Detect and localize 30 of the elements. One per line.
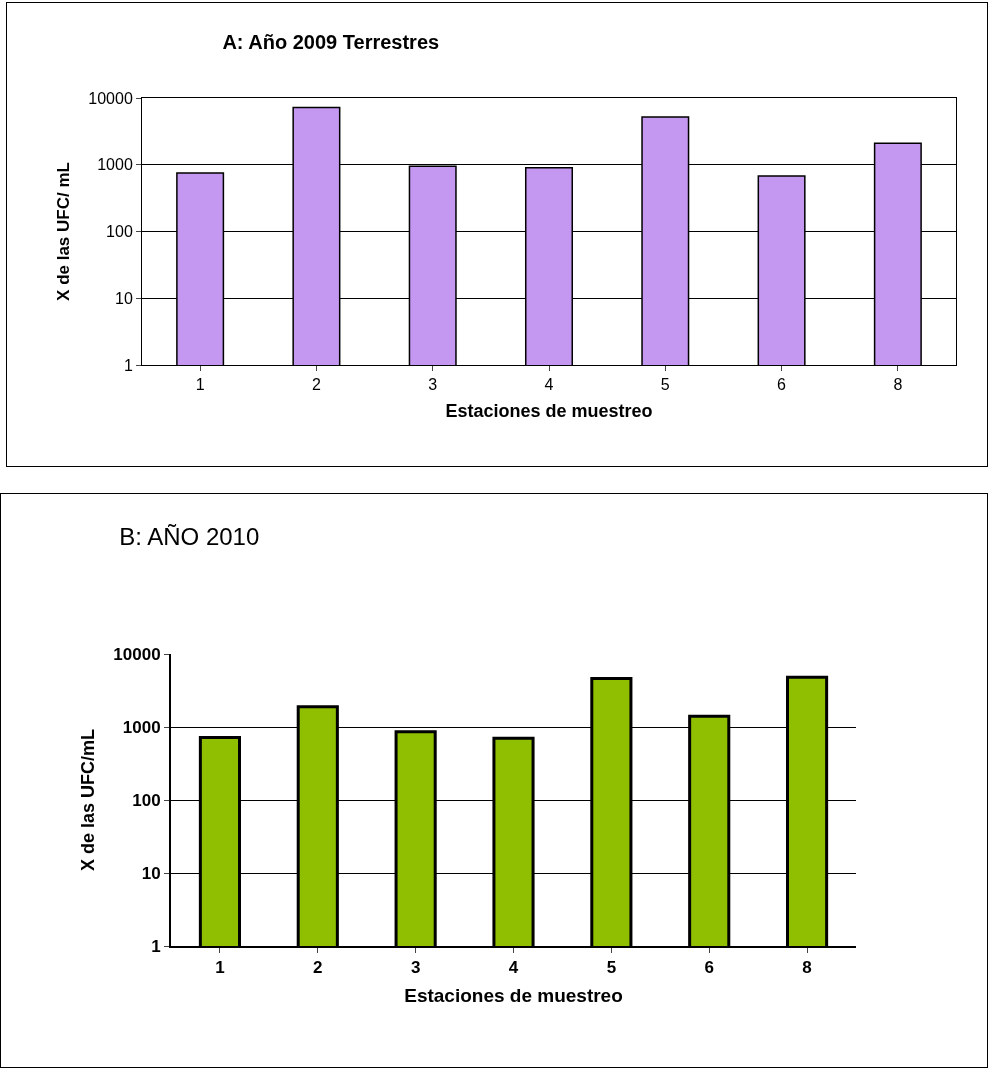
x-axis-title: Estaciones de muestreo — [404, 984, 623, 1006]
chart-title: A: Año 2009 Terrestres — [222, 31, 440, 54]
x-tick-label: 6 — [704, 958, 714, 978]
x-tick-label: 8 — [802, 958, 812, 978]
x-tick-label: 3 — [410, 958, 421, 978]
y-tick-label: 10000 — [113, 644, 161, 664]
x-tick-label: 5 — [606, 958, 617, 978]
x-tick-label: 1 — [195, 376, 205, 394]
y-axis-title: X de las UFC/mL — [78, 728, 99, 872]
x-tick-label: 4 — [508, 958, 519, 978]
y-tick-label: 100 — [132, 790, 161, 810]
x-tick-label: 2 — [313, 958, 323, 978]
y-tick-label: 10 — [141, 863, 161, 883]
x-tick-label: 2 — [311, 376, 321, 394]
x-tick-label: 8 — [893, 376, 903, 394]
x-tick-label: 4 — [544, 376, 554, 394]
chart-title: B: AÑO 2010 — [119, 523, 260, 551]
y-tick-label: 100 — [106, 223, 133, 241]
x-tick-label: 6 — [777, 376, 787, 394]
y-tick-label: 1000 — [97, 156, 133, 174]
x-axis-title: Estaciones de muestreo — [445, 401, 653, 422]
x-tick-label: 5 — [660, 376, 670, 394]
x-tick-label: 3 — [428, 376, 438, 394]
y-tick-label: 10000 — [88, 89, 133, 107]
x-tick-label: 1 — [215, 958, 225, 978]
y-tick-label: 1 — [123, 356, 133, 374]
y-tick-label: 10 — [115, 289, 133, 307]
y-axis-title: X de las UFC/ mL — [53, 162, 73, 301]
y-tick-label: 1000 — [122, 717, 161, 737]
y-tick-label: 1 — [151, 936, 161, 956]
